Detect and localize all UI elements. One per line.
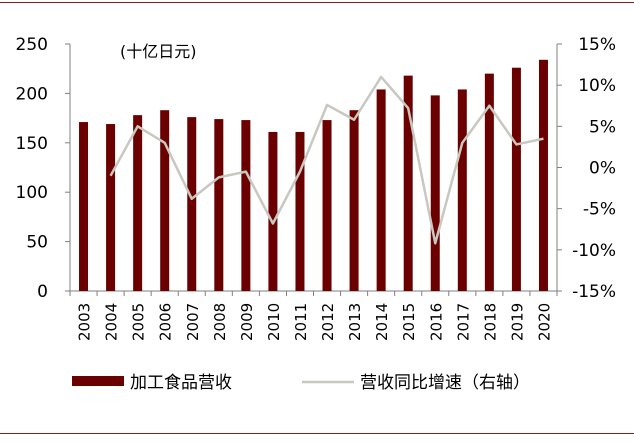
x-tick-label: 2010: [265, 303, 283, 341]
bar: [133, 115, 142, 291]
right-tick-label: -10%: [572, 241, 616, 261]
x-tick-label: 2007: [184, 303, 202, 341]
top-border-line: [0, 2, 634, 3]
legend-bar-swatch: [72, 376, 124, 386]
x-tick-label: 2004: [103, 303, 121, 341]
x-tick-label: 2013: [346, 303, 364, 341]
legend-bar-label: 加工食品营收: [130, 373, 232, 393]
left-tick-label: 50: [26, 233, 48, 253]
bar: [106, 124, 115, 291]
axes-group: 0 50 100 150 200 250 -15% -10% -5% 0% 5% 10% 15% 2003…: [16, 35, 616, 341]
x-tick-label: 2017: [454, 303, 472, 341]
x-tick-label: 2008: [211, 303, 229, 341]
bar: [241, 120, 250, 291]
bar: [160, 110, 169, 291]
right-tick-label: 15%: [578, 35, 616, 55]
bar: [295, 132, 304, 291]
legend: 加工食品营收 营收同比增速（右轴）: [72, 373, 530, 393]
left-tick-label: 150: [16, 134, 48, 154]
bar-series: [79, 60, 548, 291]
bar: [350, 110, 359, 291]
x-tick-label: 2019: [508, 303, 526, 341]
bar: [377, 89, 386, 291]
x-tick-label: 2006: [157, 303, 175, 341]
right-tick-label: 10%: [578, 76, 616, 96]
x-tick-label: 2018: [481, 303, 499, 341]
left-tick-label: 100: [16, 183, 48, 203]
bar: [323, 120, 332, 291]
x-tick-label: 2015: [400, 303, 418, 341]
x-tick-label: 2011: [292, 303, 310, 341]
x-tick-label: 2016: [427, 303, 445, 341]
left-tick-label: 0: [37, 282, 48, 302]
bar: [512, 68, 521, 291]
x-tick-label: 2020: [535, 303, 553, 341]
left-tick-label: 200: [16, 84, 48, 104]
bar: [79, 122, 88, 291]
left-tick-label: 250: [16, 35, 48, 55]
x-tick-label: 2009: [238, 303, 256, 341]
legend-line-label: 营收同比增速（右轴）: [360, 373, 530, 393]
x-tick-label: 2012: [319, 303, 337, 341]
bar: [187, 117, 196, 291]
bar: [214, 119, 223, 291]
bar: [431, 95, 440, 291]
right-tick-label: 5%: [589, 117, 616, 137]
x-tick-label: 2003: [76, 303, 94, 341]
bottom-border-line: [0, 433, 634, 434]
x-tick-label: 2005: [130, 303, 148, 341]
unit-note: (十亿日元): [120, 42, 197, 61]
bar: [268, 132, 277, 291]
bar: [458, 89, 467, 291]
right-tick-label: 0%: [589, 159, 616, 179]
x-tick-label: 2014: [373, 303, 391, 341]
right-tick-label: -15%: [572, 282, 616, 302]
right-tick-label: -5%: [583, 200, 616, 220]
bar: [539, 60, 548, 291]
